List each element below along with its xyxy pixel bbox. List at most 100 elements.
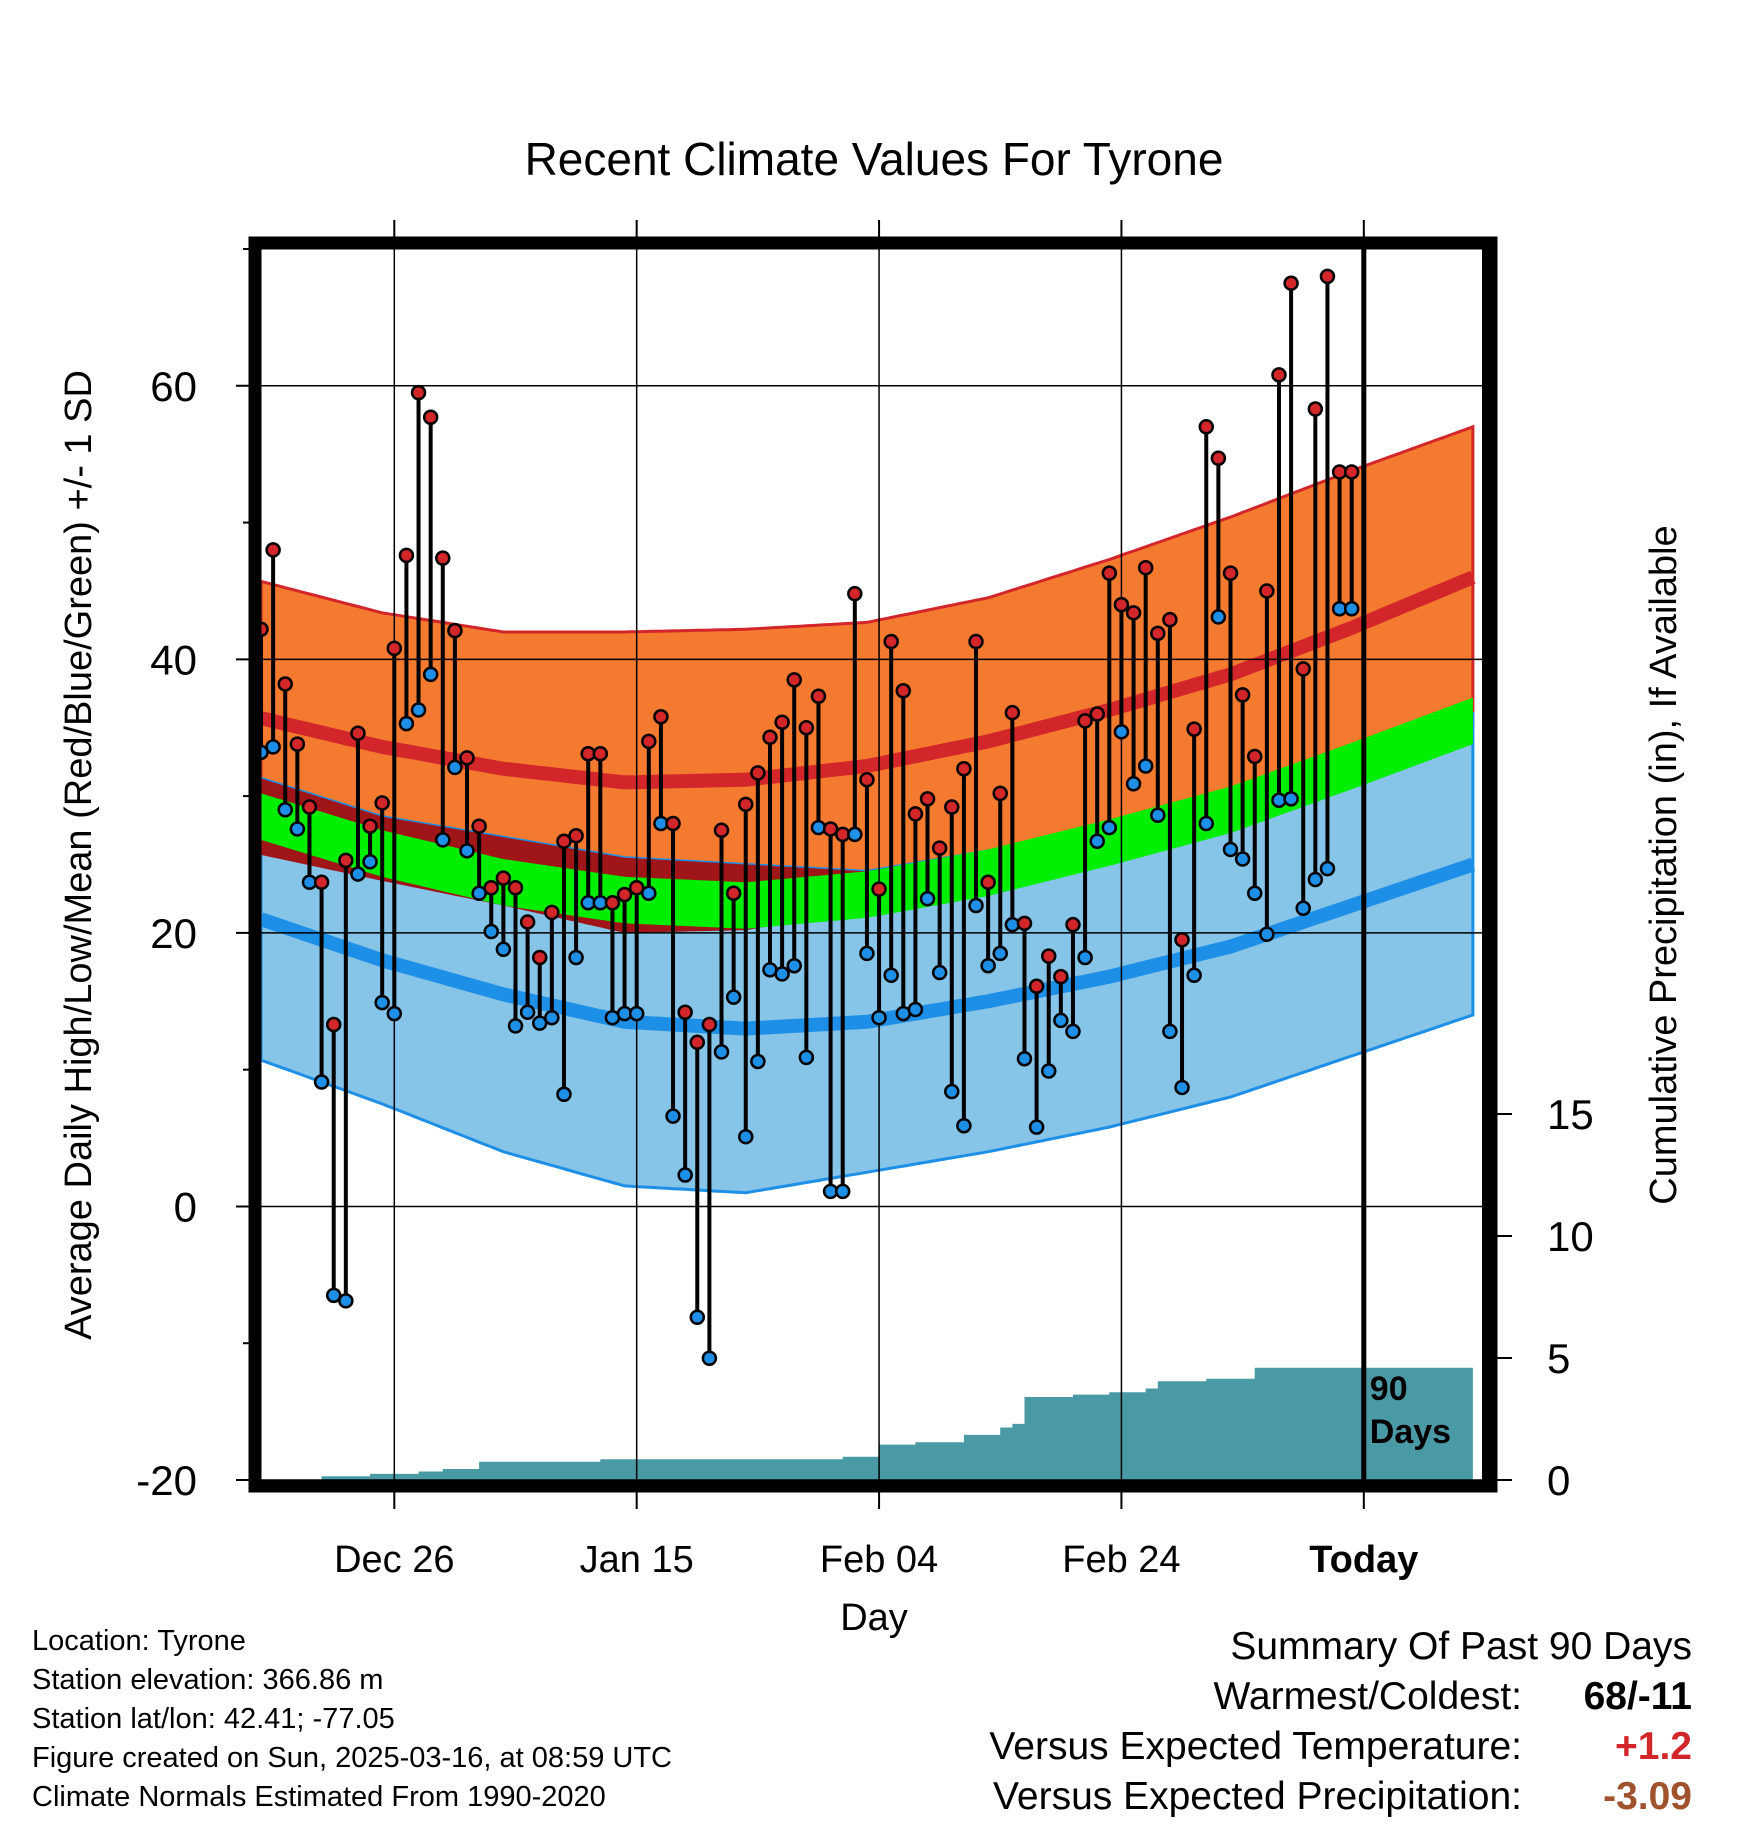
daily-low-point <box>1065 1023 1081 1040</box>
daily-high-point <box>1077 713 1093 729</box>
x-tick-label: Feb 24 <box>1062 1539 1180 1581</box>
daily-high-point <box>277 676 293 692</box>
daily-high-point <box>507 880 524 896</box>
daily-low-point <box>689 1309 706 1325</box>
daily-high-point <box>289 736 306 752</box>
daily-high-point <box>689 1034 706 1051</box>
daily-high-point <box>495 870 512 886</box>
daily-low-point <box>968 897 984 914</box>
daily-high-point <box>544 904 560 921</box>
daily-high-point <box>1319 268 1336 285</box>
daily-high-point <box>653 709 669 725</box>
summary-value: -3.09 <box>1603 1775 1692 1818</box>
daily-low-point <box>1028 1119 1045 1135</box>
daily-low-point <box>1040 1063 1057 1079</box>
daily-high-point <box>762 729 778 746</box>
daily-low-point <box>531 1015 548 1031</box>
daily-low-point <box>507 1018 524 1034</box>
daily-high-point <box>1259 583 1275 599</box>
daily-high-point <box>944 799 960 815</box>
daily-low-point <box>568 949 584 966</box>
station-info: Location: Tyrone Station elevation: 366.… <box>32 1622 672 1817</box>
daily-low-point <box>750 1053 766 1070</box>
y2-tick-label: 5 <box>1547 1335 1570 1382</box>
daily-low-point <box>956 1117 972 1134</box>
daily-low-point <box>350 866 366 882</box>
daily-low-point <box>798 1049 815 1066</box>
daily-high-point <box>701 1016 718 1033</box>
daily-low-point <box>1210 609 1227 625</box>
daily-high-point <box>738 796 754 813</box>
daily-low-point <box>1222 841 1239 858</box>
y-tick-label: 20 <box>150 910 197 957</box>
daily-high-point <box>907 806 924 822</box>
daily-low-point <box>931 964 948 981</box>
precipitation-area <box>261 1367 1473 1480</box>
daily-low-point <box>1343 600 1360 617</box>
x-axis-label: Day <box>840 1597 908 1639</box>
daily-low-point <box>325 1287 342 1304</box>
daily-low-point <box>919 890 936 907</box>
daily-high-point <box>1343 464 1360 480</box>
daily-high-point <box>628 880 645 896</box>
daily-low-point <box>1307 871 1324 888</box>
daily-high-point <box>1028 978 1045 994</box>
daily-high-point <box>1234 687 1251 703</box>
daily-high-point <box>447 622 463 639</box>
daily-low-point <box>398 715 415 732</box>
daily-low-point <box>834 1183 851 1200</box>
elevation-line: Station elevation: 366.86 m <box>32 1664 384 1696</box>
daily-high-point <box>362 818 378 834</box>
chart-title: Recent Climate Values For Tyrone <box>525 133 1224 185</box>
daily-low-point <box>289 821 306 837</box>
daily-low-point <box>1089 833 1105 849</box>
daily-high-point <box>1283 275 1299 291</box>
daily-high-point <box>847 585 863 602</box>
daily-high-point <box>1125 605 1142 621</box>
daily-high-point <box>1295 661 1311 677</box>
summary-row-precipitation: Versus Expected Precipitation: -3.09 <box>989 1772 1692 1822</box>
daily-low-point <box>374 994 390 1011</box>
daily-high-point <box>435 550 451 566</box>
daily-low-point <box>1125 776 1142 792</box>
location-line: Location: Tyrone <box>32 1625 246 1657</box>
daily-high-point <box>641 733 657 750</box>
daily-low-point <box>628 1005 645 1022</box>
daily-low-point <box>447 759 463 776</box>
daily-low-point <box>1259 926 1275 943</box>
daily-low-point <box>544 1009 560 1026</box>
daily-high-point <box>677 1004 693 1020</box>
today-days-label: Days <box>1370 1413 1451 1451</box>
daily-high-point <box>398 547 415 564</box>
daily-low-point <box>677 1167 693 1183</box>
daily-low-point <box>665 1108 681 1124</box>
x-tick-label: Jan 15 <box>580 1539 694 1581</box>
daily-low-point <box>980 957 996 974</box>
daily-low-point <box>422 666 439 683</box>
daily-high-point <box>750 765 766 781</box>
daily-low-point <box>556 1086 572 1103</box>
daily-low-point <box>1077 949 1093 966</box>
daily-high-point <box>1065 916 1081 933</box>
daily-high-point <box>1307 401 1324 417</box>
daily-high-point <box>1271 367 1287 383</box>
summary-row-warmest: Warmest/Coldest: 68/-11 <box>989 1672 1692 1722</box>
daily-high-point <box>422 409 439 425</box>
y-axis-label: Average Daily High/Low/Mean (Red/Blue/Gr… <box>58 370 100 1340</box>
daily-high-point <box>265 542 281 558</box>
daily-low-point <box>944 1083 960 1100</box>
daily-low-point <box>1283 791 1299 807</box>
daily-high-point <box>713 822 730 839</box>
daily-high-point <box>798 719 815 736</box>
x-tick-label: Dec 26 <box>334 1539 454 1581</box>
daily-high-point <box>261 621 269 637</box>
summary-label: Versus Expected Temperature: <box>989 1725 1522 1768</box>
daily-high-point <box>531 949 548 966</box>
summary-panel: Summary Of Past 90 Days Warmest/Coldest:… <box>989 1622 1692 1822</box>
daily-high-point <box>810 688 827 705</box>
summary-title: Summary Of Past 90 Days <box>1230 1625 1692 1668</box>
daily-high-point <box>301 799 318 815</box>
daily-high-point <box>859 771 875 788</box>
daily-high-point <box>313 874 330 891</box>
latlon-line: Station lat/lon: 42.41; -77.05 <box>32 1703 395 1735</box>
